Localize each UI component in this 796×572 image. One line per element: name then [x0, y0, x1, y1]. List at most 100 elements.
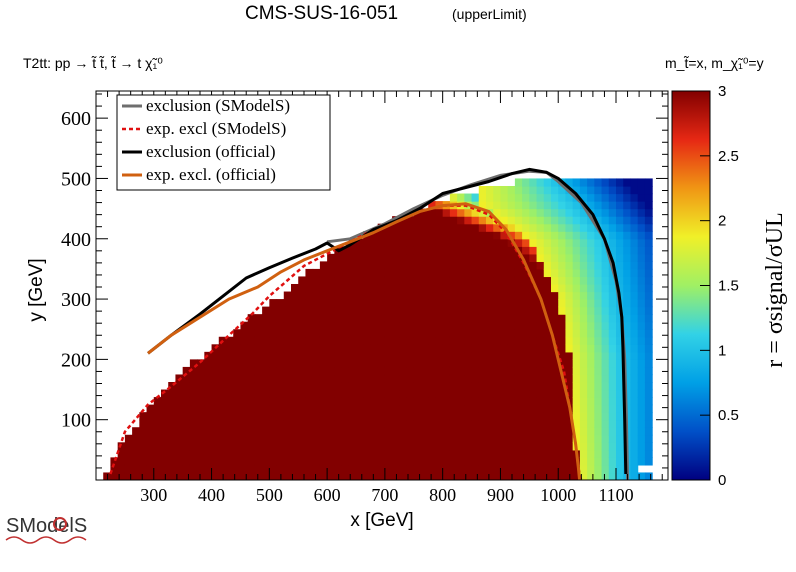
- heatmap-cell: [486, 306, 494, 315]
- heatmap-cell: [276, 359, 285, 368]
- heatmap-cell: [269, 374, 278, 383]
- heatmap-cell: [565, 389, 574, 398]
- heatmap-cell: [406, 359, 415, 368]
- heatmap-cell: [370, 299, 379, 308]
- heatmap-cell: [247, 412, 256, 421]
- heatmap-cell: [291, 412, 299, 421]
- heatmap-cell: [644, 276, 653, 285]
- heatmap-cell: [197, 374, 205, 383]
- heatmap-cell: [392, 442, 400, 451]
- heatmap-cell: [478, 434, 487, 443]
- heatmap-cell: [558, 299, 567, 308]
- heatmap-cell: [312, 291, 321, 300]
- heatmap-cell: [587, 427, 595, 436]
- heatmap-cell: [312, 397, 321, 406]
- heatmap-cell: [146, 449, 155, 458]
- heatmap-cell: [399, 336, 408, 345]
- heatmap-cell: [312, 351, 321, 360]
- heatmap-cell: [413, 464, 422, 474]
- heatmap-cell: [117, 457, 126, 466]
- heatmap-cell: [254, 449, 263, 458]
- heatmap-cell: [507, 344, 516, 353]
- heatmap-cell: [565, 336, 574, 345]
- heatmap-cell: [406, 336, 415, 345]
- heatmap-cell: [514, 261, 523, 270]
- heatmap-cell: [572, 268, 581, 278]
- heatmap-cell: [226, 351, 234, 360]
- heatmap-cell: [218, 427, 227, 436]
- legend-box: [116, 94, 331, 191]
- heatmap-cell: [558, 344, 567, 353]
- heatmap-cell: [514, 329, 523, 338]
- heatmap-cell: [601, 389, 610, 398]
- heatmap-cell: [630, 223, 639, 232]
- heatmap-cell: [168, 382, 177, 391]
- heatmap-cell: [536, 268, 545, 278]
- heatmap-cell: [558, 268, 567, 278]
- heatmap-cell: [428, 359, 437, 368]
- heatmap-cell: [334, 374, 343, 383]
- heatmap-cell: [529, 185, 538, 195]
- heatmap-cell: [413, 231, 422, 240]
- heatmap-cell: [334, 449, 343, 458]
- heatmap-cell: [442, 276, 451, 285]
- heatmap-cell: [522, 208, 530, 217]
- heatmap-cell: [305, 291, 314, 300]
- heatmap-cell: [601, 276, 610, 285]
- heatmap-cell: [594, 321, 603, 330]
- heatmap-cell: [457, 427, 465, 436]
- heatmap-cell: [522, 419, 530, 428]
- heatmap-cell: [348, 404, 357, 413]
- heatmap-cell: [543, 389, 552, 398]
- heatmap-cell: [211, 419, 220, 428]
- heatmap-cell: [536, 329, 545, 338]
- heatmap-cell: [644, 299, 653, 308]
- heatmap-cell: [529, 434, 538, 443]
- heatmap-cell: [457, 449, 465, 458]
- heatmap-cell: [471, 344, 480, 353]
- heatmap-cell: [298, 344, 307, 353]
- heatmap-cell: [348, 449, 357, 458]
- heatmap-cell: [514, 457, 523, 466]
- heatmap-cell: [587, 253, 595, 262]
- heatmap-cell: [637, 382, 646, 391]
- heatmap-cell: [298, 283, 307, 293]
- heatmap-cell: [522, 238, 530, 247]
- heatmap-cell: [507, 359, 516, 368]
- heatmap-cell: [630, 231, 639, 240]
- heatmap-cell: [348, 366, 357, 376]
- heatmap-cell: [601, 457, 610, 466]
- heatmap-cell: [291, 283, 299, 293]
- heatmap-cell: [637, 261, 646, 270]
- heatmap-cell: [471, 253, 480, 262]
- heatmap-cell: [522, 283, 530, 293]
- heatmap-cell: [616, 404, 624, 413]
- heatmap-cell: [276, 306, 285, 315]
- heatmap-cell: [500, 246, 509, 255]
- y-tick-label: 100: [61, 410, 91, 432]
- heatmap-cell: [514, 449, 523, 458]
- heatmap-cell: [247, 442, 256, 451]
- heatmap-cell: [572, 344, 581, 353]
- heatmap-cell: [551, 374, 559, 383]
- heatmap-cell: [579, 344, 588, 353]
- heatmap-cell: [637, 351, 646, 360]
- heatmap-cell: [500, 231, 509, 240]
- heatmap-cell: [421, 427, 429, 436]
- heatmap-cell: [514, 283, 523, 293]
- heatmap-cell: [283, 291, 292, 300]
- heatmap-cell: [601, 253, 610, 262]
- heatmap-cell: [471, 366, 480, 376]
- heatmap-cell: [637, 253, 646, 262]
- heatmap-cell: [406, 344, 415, 353]
- heatmap-cell: [254, 397, 263, 406]
- heatmap-cell: [435, 359, 444, 368]
- heatmap-cell: [543, 208, 552, 217]
- heatmap-cell: [536, 223, 545, 232]
- heatmap-cell: [594, 389, 603, 398]
- heatmap-cell: [240, 442, 249, 451]
- heatmap-cell: [493, 231, 502, 240]
- heatmap-cell: [247, 434, 256, 443]
- heatmap-cell: [175, 412, 184, 421]
- heatmap-cell: [233, 404, 242, 413]
